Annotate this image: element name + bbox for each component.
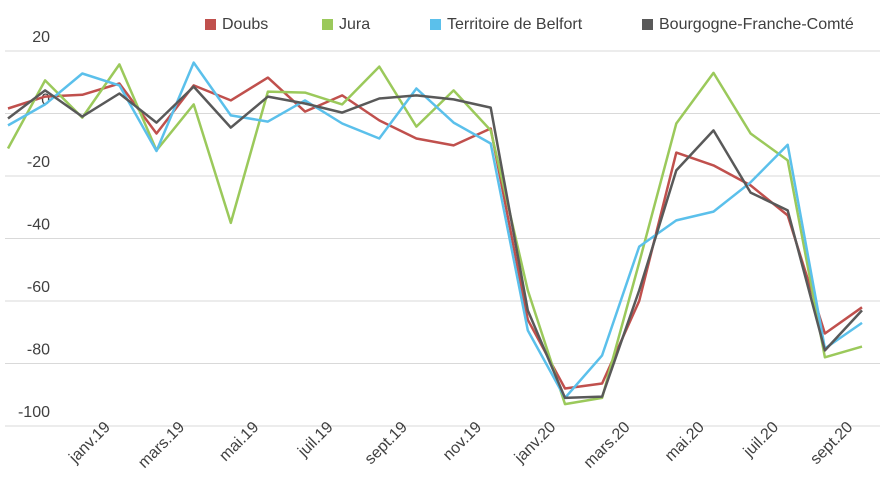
legend-label: Jura xyxy=(339,16,370,33)
y-tick-label: -80 xyxy=(27,342,50,359)
y-tick-label: 20 xyxy=(32,29,50,46)
legend-item: Bourgogne-Franche-Comté xyxy=(642,16,854,33)
legend-label: Bourgogne-Franche-Comté xyxy=(659,16,854,33)
legend-label: Territoire de Belfort xyxy=(447,16,583,33)
legend-swatch xyxy=(642,19,653,30)
y-tick-label: -40 xyxy=(27,217,50,234)
y-tick-label: -100 xyxy=(18,404,50,421)
x-tick-label: juil.20 xyxy=(740,419,782,461)
x-tick-label: mars.20 xyxy=(581,419,634,472)
legend-item: Doubs xyxy=(205,16,268,33)
series-line xyxy=(6,63,863,406)
y-tick-label: -20 xyxy=(27,154,50,171)
x-tick-label: mars.19 xyxy=(135,419,188,472)
x-tick-label: juil.19 xyxy=(294,419,336,461)
y-tick-label: -60 xyxy=(27,279,50,296)
legend-label: Doubs xyxy=(222,16,268,33)
series-line xyxy=(7,76,863,390)
legend-swatch xyxy=(322,19,333,30)
legend-item: Territoire de Belfort xyxy=(430,16,583,33)
legend-item: Jura xyxy=(322,16,370,33)
series-line xyxy=(7,61,863,400)
y-tick-label: 0 xyxy=(41,92,50,109)
legend-swatch xyxy=(430,19,441,30)
legend-swatch xyxy=(205,19,216,30)
series-line xyxy=(7,85,863,400)
